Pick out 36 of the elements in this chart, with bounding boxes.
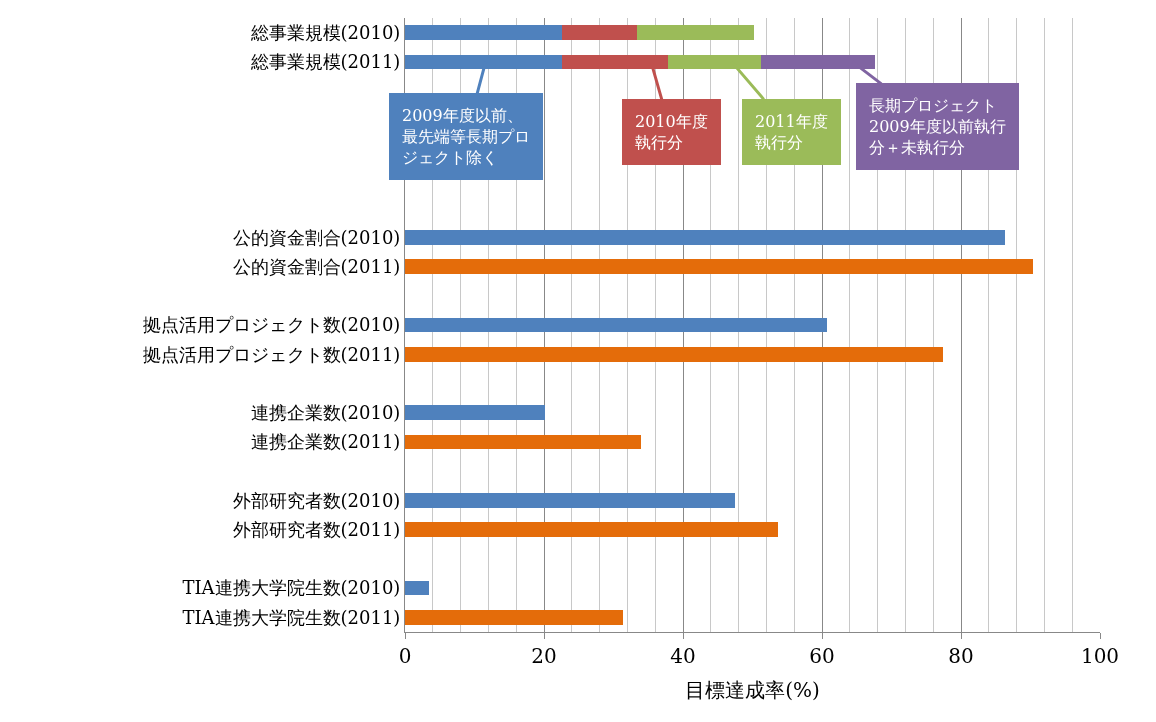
x-tick-label: 20	[531, 644, 557, 668]
y-tick-label: 公的資金割合(2011)	[232, 255, 401, 277]
bar	[637, 25, 754, 40]
x-tick-label: 60	[809, 644, 835, 668]
y-tick-label: 外部研究者数(2010)	[232, 489, 401, 511]
bar	[405, 493, 736, 508]
bar	[405, 259, 1033, 274]
x-tick-label: 80	[948, 644, 974, 668]
bar	[405, 317, 827, 333]
y-tick-label: 拠点活用プロジェクト数(2010)	[142, 314, 401, 336]
annotation: 2009年度以前、最先端等長期プロジェクト除く	[402, 106, 530, 167]
x-axis-title: 目標達成率(%)	[685, 677, 820, 702]
bar	[405, 405, 546, 421]
x-tick-label: 40	[670, 644, 696, 668]
y-tick-label: 拠点活用プロジェクト数(2011)	[142, 343, 401, 365]
bar	[405, 25, 563, 40]
bar	[405, 229, 1006, 245]
bar	[405, 580, 430, 596]
bar	[405, 610, 623, 625]
y-tick-label: TIA連携大学院生数(2011)	[182, 606, 401, 628]
bar	[405, 346, 943, 362]
bar	[405, 522, 779, 537]
y-tick-label: 総事業規模(2010)	[249, 21, 401, 43]
annotation: 2010年度執行分	[635, 112, 708, 152]
x-tick-label: 100	[1080, 644, 1120, 668]
bar	[405, 434, 642, 450]
x-tick-label: 0	[398, 644, 412, 668]
bar	[562, 25, 638, 40]
y-tick-label: 連携企業数(2011)	[250, 431, 401, 453]
y-tick-label: 連携企業数(2010)	[250, 402, 401, 424]
y-tick-label: 外部研究者数(2011)	[232, 518, 401, 540]
annotation: 2011年度執行分	[755, 112, 828, 152]
y-tick-label: 公的資金割合(2010)	[232, 226, 401, 248]
y-tick-label: TIA連携大学院生数(2010)	[182, 577, 401, 599]
annotation: 長期プロジェクト2009年度以前執行分＋未執行分	[869, 96, 1006, 157]
y-tick-label: 総事業規模(2011)	[249, 51, 401, 73]
